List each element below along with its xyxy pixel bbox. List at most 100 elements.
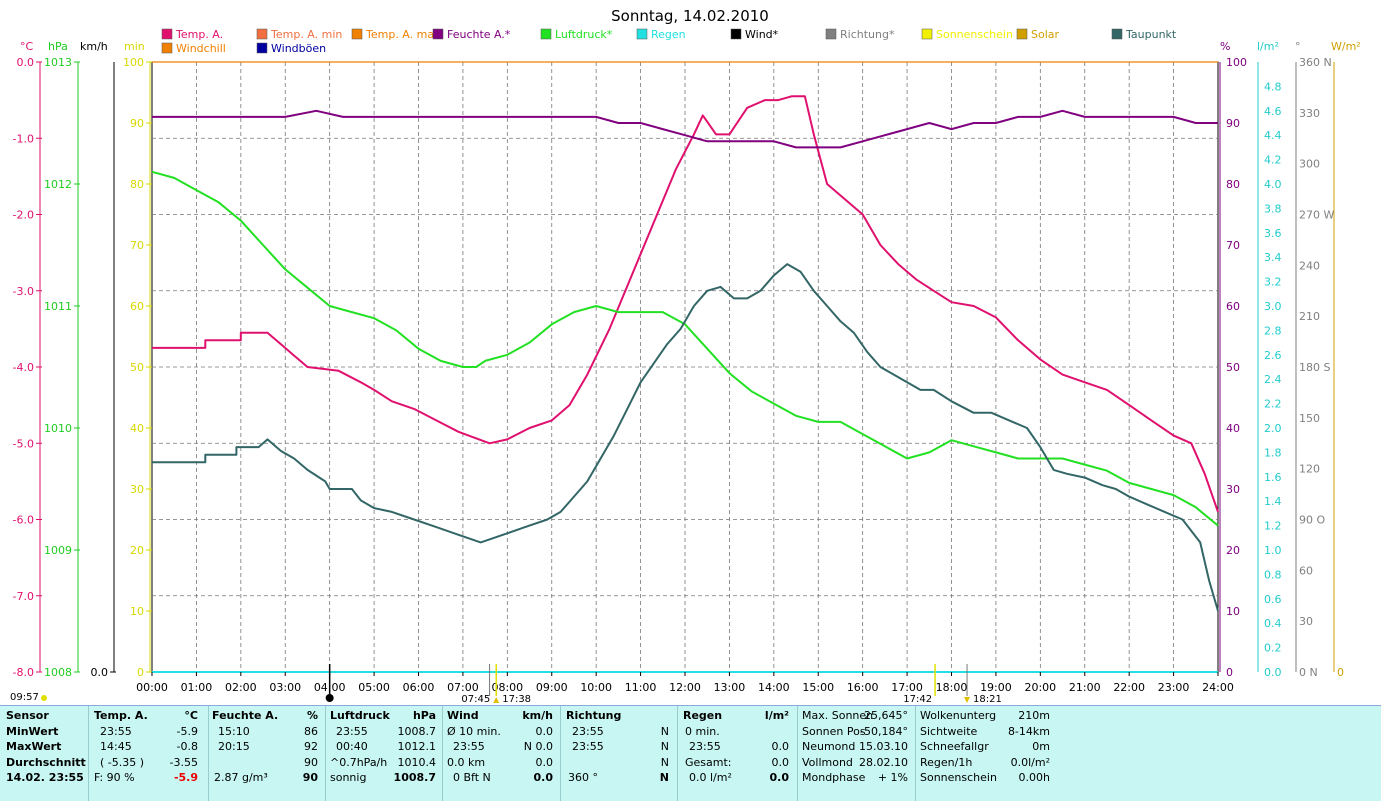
chart-title: Sonntag, 14.02.2010 [611,7,769,25]
regen-amount: 0.0 l/m² [689,771,732,784]
stats-temp-column: Temp. A. °C 23:55 -5.9 14:45 -0.8 ( -5.35 )… [94,708,204,786]
temp-header: Temp. A. [94,709,148,722]
temp-min-value: -5.9 [176,724,198,738]
kmh-axis-tick: 0.0 [91,666,109,679]
richtung-current-value: N [659,771,669,784]
legend-swatch [161,28,173,40]
temp-axis-tick: -4.0 [13,361,34,374]
rain-axis-tick: 0.4 [1264,617,1282,630]
neumond-label: Neumond [802,740,856,753]
sensor-row-max: MaxWert [6,740,62,753]
legend-label: Solar [1031,28,1060,41]
legend-swatch [1016,28,1028,40]
percent-axis-tick: 80 [1226,178,1240,191]
sonnenschein-label: Sonnenschein [920,771,997,784]
legend-label: Windböen [271,42,326,55]
temp-max-value: -0.8 [176,740,198,753]
stats-feuchte-column: Feuchte A.% 15:10 86 20:15 92 90 2.87 g/m³… [212,708,322,786]
wolken-label: Wolkenunterg [920,709,997,722]
sonne-pos-value: -50,184° [860,724,908,738]
series [151,95,1219,612]
feuchte-avg-value: 90 [304,755,318,769]
time-axis-tick: 22:00 [1113,681,1145,694]
legend-label: Taupunkt [1125,28,1177,41]
legend-label: Luftdruck* [555,28,613,41]
min-axis-tick: 90 [130,117,144,130]
schneefall-value: 0m [1032,740,1050,753]
regen1h-label: Regen/1h [920,755,973,769]
temp-current-note: F: 90 % [94,771,135,784]
time-axis-tick: 05:00 [358,681,390,694]
rain-axis-tick: 4.2 [1264,154,1282,167]
unit-deg: ° [1295,40,1301,53]
series-line-temp-a [152,95,1219,513]
stats-wind-column: Wind km/h Ø 10 min. 0.0 23:55 N 0.0 0.0 km 0… [447,708,555,786]
percent-axis-tick: 60 [1226,300,1240,313]
temp-avg-value: -3.55 [169,755,198,769]
min-axis-tick: 0 [137,666,144,679]
min-axis-tick: 20 [130,544,144,557]
unit-wm2: W/m² [1331,40,1361,53]
sun-icon [41,695,47,701]
rain-axis-tick: 2.0 [1264,422,1282,435]
druck-min-time: 23:55 [336,724,368,738]
legend-label: Wind* [745,28,779,41]
legend-label: Temp. A. [175,28,223,41]
feuchte-header: Feuchte A. [212,709,279,722]
percent-axis-tick: 100 [1226,56,1247,69]
percent-axis-tick: 50 [1226,361,1240,374]
rain-axis-tick: 2.6 [1264,349,1282,362]
pressure-axis-tick: 1010 [44,422,72,435]
legend-swatch [825,28,837,40]
time-axis-tick: 06:00 [403,681,435,694]
druck-trend: ^0.7hPa/h [330,755,388,769]
rain-axis-tick: 3.4 [1264,251,1282,264]
regen-current-value: 0.0 [769,771,790,784]
temp-unit: °C [184,709,198,722]
rain-axis-tick: 0.8 [1264,568,1282,581]
sichtweite-label: Sichtweite [920,724,978,738]
percent-axis-tick: 20 [1226,544,1240,557]
stats-panel: Sensor MinWert MaxWert Durchschnitt 14.0… [0,705,1381,801]
druck-max-time: 00:40 [336,740,368,753]
druck-forecast: sonnig [330,771,367,784]
rain-axis-tick: 1.4 [1264,495,1282,508]
direction-axis-tick: 0 N [1299,666,1318,679]
min-axis-tick: 40 [130,422,144,435]
unit-labels: °C hPa km/h min % l/m² ° W/m² [20,40,1361,53]
sunshine-time: 09:57 [10,692,39,703]
legend-swatch [351,28,363,40]
sensor-header: Sensor [6,709,49,722]
legend-swatch [636,28,648,40]
druck-min-value: 1008.7 [397,724,437,738]
min-axis-tick: 70 [130,239,144,252]
legend-swatch [1111,28,1123,40]
time-axis-tick: 20:00 [1024,681,1056,694]
rain-axis-tick: 4.4 [1264,129,1282,142]
legend-label: Regen [651,28,686,41]
richtung-min-time: 23:55 [572,724,604,738]
rain-axis-tick: 3.8 [1264,202,1282,215]
richtung-min-value: N [660,724,669,738]
direction-axis-tick: 240 [1299,259,1320,272]
unit-min: min [124,40,145,53]
time-axis-tick: 23:00 [1158,681,1190,694]
legend-label: Windchill [176,42,226,55]
pressure-axis-tick: 1011 [44,300,72,313]
min-axis-tick: 100 [123,56,144,69]
legend-swatch [256,28,268,40]
legend-label: Temp. A. min [270,28,342,41]
wind-avg-value: 0.0 [535,724,554,738]
rain-axis-tick: 1.0 [1264,544,1282,557]
time-axis-tick: 14:00 [758,681,790,694]
wind-avg2-value: 0.0 [535,755,554,769]
rain-axis-tick: 0.2 [1264,642,1282,655]
rain-axis-tick: 1.8 [1264,446,1282,459]
direction-axis-tick: 300 [1299,158,1320,171]
feuchte-min-time: 15:10 [218,724,250,738]
sunrise-time: 07:45 [461,694,490,705]
unit-kmh: km/h [80,40,108,53]
sensor-row-min: MinWert [6,724,59,738]
wm2-axis-tick: 0 [1337,666,1344,679]
unit-percent: % [1220,40,1230,53]
